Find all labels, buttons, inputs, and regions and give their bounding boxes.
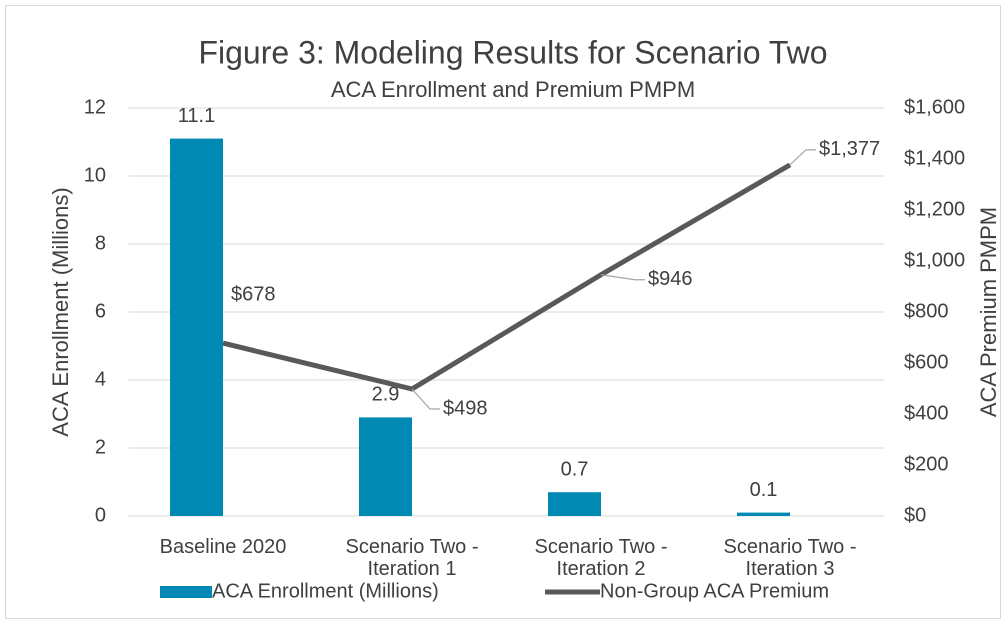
bar-value-label: 2.9: [372, 384, 400, 406]
bar-value-label: 11.1: [178, 105, 215, 127]
bar: [359, 417, 412, 516]
y-tick-label: 6: [95, 300, 106, 322]
y-tick-label: 12: [84, 96, 106, 118]
y2-tick-label: $800: [904, 300, 949, 322]
leader-line: [411, 388, 440, 410]
y-tick-label: 0: [95, 504, 106, 526]
line-value-label: $498: [443, 397, 488, 419]
y2-tick-label: $1,400: [904, 147, 965, 169]
y2-tick-label: $400: [904, 402, 949, 424]
line-value-label: $946: [648, 268, 693, 290]
bar-value-label: 0.7: [561, 458, 589, 480]
x-tick-label: Scenario Two - Iteration 2: [534, 536, 668, 580]
bar: [737, 512, 790, 516]
y-tick-label: 10: [84, 164, 106, 186]
x-tick-label-box: Scenario Two - Iteration 3: [723, 536, 857, 580]
bar: [548, 492, 601, 516]
y-tick-label: 2: [95, 436, 106, 458]
bar: [170, 138, 223, 516]
y2-tick-label: $600: [904, 351, 949, 373]
line: [222, 162, 792, 392]
y2-tick-label: $1,600: [904, 96, 965, 118]
y-tick-label: 8: [95, 232, 106, 254]
y2-tick-label: $200: [904, 453, 949, 475]
leader-line: [789, 149, 816, 166]
x-tick-label: Baseline 2020: [159, 536, 287, 558]
leader-line: [600, 274, 645, 281]
y-tick-label: 4: [95, 368, 106, 390]
x-tick-label: Scenario Two - Iteration 1: [345, 536, 479, 580]
chart-title: Figure 3: Modeling Results for Scenario …: [198, 34, 827, 70]
x-tick-label: Scenario Two - Iteration 3: [723, 536, 857, 580]
chart-subtitle: ACA Enrollment and Premium PMPM: [331, 77, 695, 102]
y2-tick-label: $0: [904, 504, 926, 526]
x-tick-label-box: Scenario Two - Iteration 2: [534, 536, 668, 580]
y2-axis-label: ACA Premium PMPM: [976, 207, 1001, 417]
legend-label: ACA Enrollment (Millions): [212, 580, 439, 602]
x-tick-label-box: Baseline 2020: [159, 536, 287, 558]
legend-swatch: [160, 586, 212, 598]
y2-tick-label: $1,000: [904, 249, 965, 271]
y2-tick-label: $1,200: [904, 198, 965, 220]
x-tick-label-box: Scenario Two - Iteration 1: [345, 536, 479, 580]
y-axis-label: ACA Enrollment (Millions): [48, 187, 73, 436]
legend-label: Non-Group ACA Premium: [600, 580, 829, 602]
line-value-label: $678: [231, 283, 276, 305]
bar-value-label: 0.1: [750, 479, 778, 501]
line-value-label: $1,377: [819, 138, 880, 160]
